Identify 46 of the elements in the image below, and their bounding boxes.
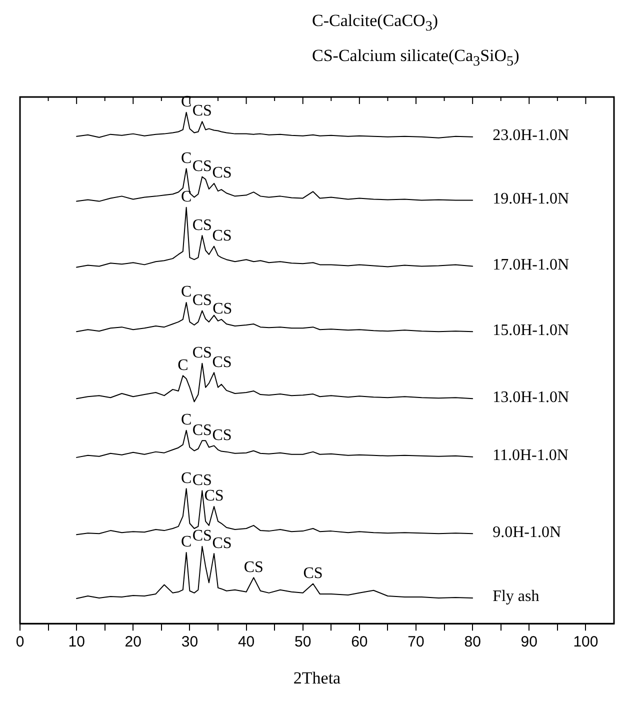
chart-title: C-Calcite(CaCO$_{3}$) <box>312 10 440 36</box>
annotation: CS <box>192 216 212 234</box>
annotation: CS <box>212 164 232 182</box>
annotation: CS <box>192 344 212 362</box>
annotation: CS <box>192 102 212 120</box>
series-label: 13.0H-1.0N <box>492 388 570 406</box>
series-label: 11.0H-1.0N <box>492 447 569 464</box>
annotation: CS <box>244 558 264 576</box>
annotation: CS <box>192 472 212 489</box>
x-tick-label: 50 <box>294 634 312 651</box>
annotation: CS <box>212 426 232 444</box>
x-tick-label: 10 <box>68 634 85 651</box>
annotation: CS <box>212 534 232 552</box>
chart-subtitle: CS-Calcium silicate(Ca$_{3}$SiO$_{5}$) <box>312 45 520 72</box>
annotation: CS <box>192 422 212 439</box>
annotation: CS <box>212 227 232 244</box>
annotation: CS <box>192 528 212 545</box>
x-axis-title: 2Theta <box>293 668 342 688</box>
annotation: C <box>180 534 192 551</box>
annotation: CS <box>303 564 323 582</box>
annotation: CS <box>212 300 232 318</box>
x-tick-label: 90 <box>520 634 538 651</box>
x-tick-label: 60 <box>351 634 368 651</box>
annotation: CS <box>192 292 212 309</box>
annotation: C <box>180 412 192 429</box>
x-tick-label: 100 <box>573 634 598 651</box>
series-label: 15.0H-1.0N <box>492 322 570 339</box>
annotation: C <box>180 284 192 301</box>
x-tick-label: 80 <box>464 634 481 651</box>
series-label: 23.0H-1.0N <box>492 127 570 144</box>
x-tick-label: 0 <box>16 634 24 651</box>
annotation: CS <box>192 158 212 175</box>
annotation: C <box>180 188 192 206</box>
series-label: 9.0H-1.0N <box>492 524 562 541</box>
x-tick-label: 20 <box>124 634 142 651</box>
x-tick-label: 40 <box>238 634 255 651</box>
annotation: C <box>178 356 188 374</box>
annotation: C <box>180 150 192 167</box>
annotation: CS <box>204 488 224 505</box>
annotation: CS <box>212 354 232 371</box>
series-label: 17.0H-1.0N <box>492 256 570 274</box>
x-tick-label: 30 <box>181 634 198 651</box>
x-tick-label: 70 <box>408 634 424 651</box>
series-label: Fly ash <box>492 588 540 606</box>
annotation: C <box>180 470 192 487</box>
series-label: 19.0H-1.0N <box>492 190 570 208</box>
